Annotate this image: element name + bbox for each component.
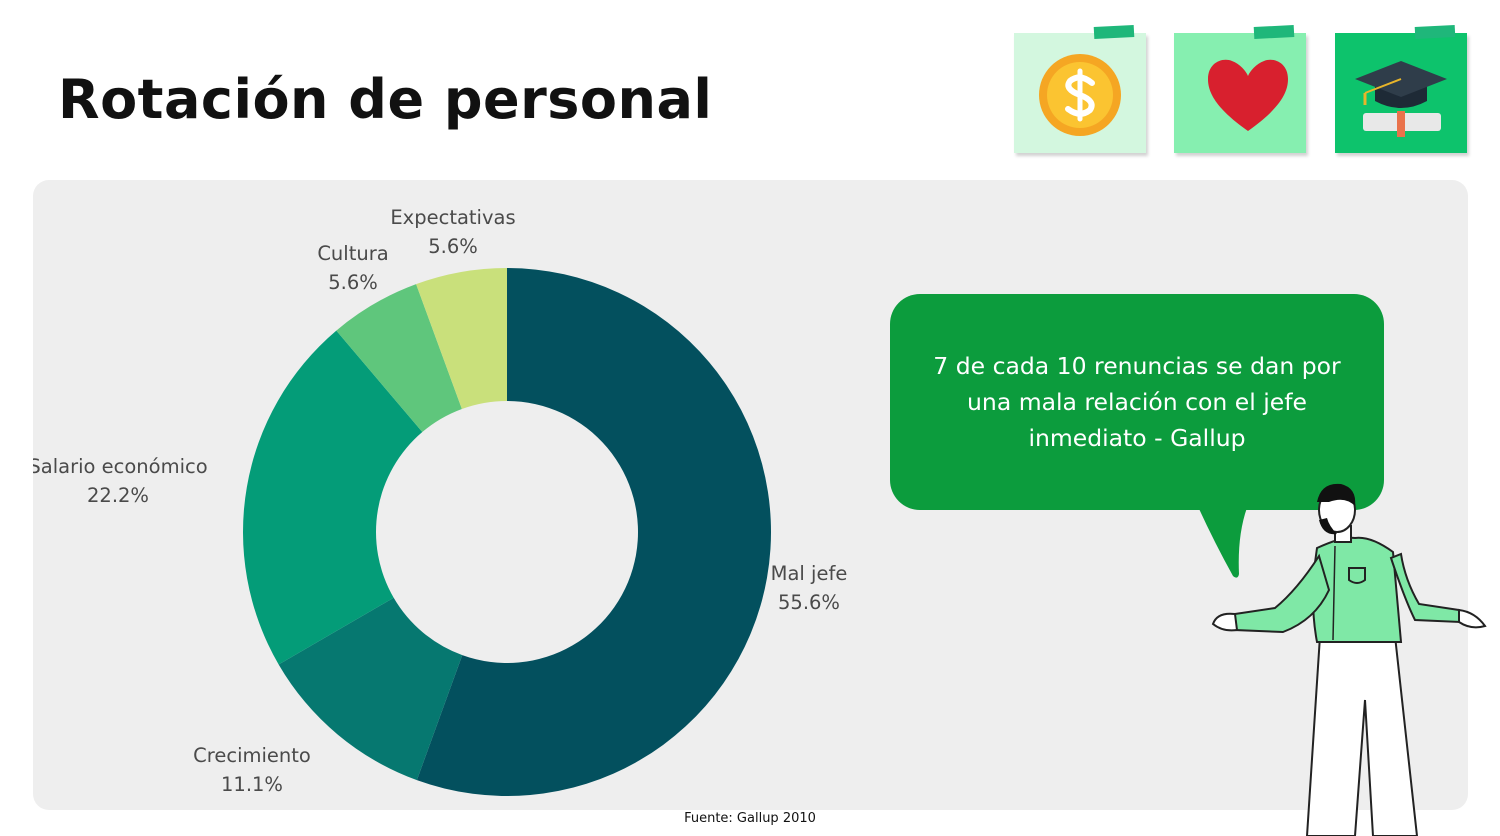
slice-label: Crecimiento	[193, 744, 311, 767]
slice-value-label: 5.6%	[428, 235, 478, 258]
heart-card	[1174, 24, 1306, 153]
slice-crecimiento	[278, 597, 463, 781]
education-card	[1335, 24, 1467, 153]
person-illustration	[1211, 483, 1487, 836]
slice-value-label: 22.2%	[87, 484, 149, 507]
donut-chart: Mal jefe 55.6% Crecimiento 11.1% Salario eco…	[33, 206, 848, 796]
dollar-coin-icon	[1039, 54, 1121, 136]
slice-label: Cultura	[317, 242, 388, 265]
speech-bubble-tail	[1195, 500, 1250, 578]
page-title: Rotación de personal	[58, 68, 713, 131]
slice-label: Expectativas	[390, 206, 515, 229]
slice-value-label: 55.6%	[778, 591, 840, 614]
slice-label: Mal jefe	[771, 562, 848, 585]
slice-label: Salario económico	[33, 455, 208, 478]
chart-panel: Mal jefe 55.6% Crecimiento 11.1% Salario eco…	[33, 180, 1468, 810]
callout-text: 7 de cada 10 renuncias se dan por una ma…	[933, 352, 1341, 452]
speech-bubble	[890, 294, 1384, 510]
slice-mal-jefe	[416, 268, 771, 796]
money-card	[1014, 24, 1146, 153]
slice-expectativas	[416, 268, 507, 410]
slice-salario-econ-mico	[242, 330, 423, 665]
slice-value-label: 5.6%	[328, 271, 378, 294]
slice-cultura	[336, 284, 462, 433]
slice-value-label: 11.1%	[221, 773, 283, 796]
graduation-cap-icon	[1355, 61, 1447, 137]
source-note: Fuente: Gallup 2010	[684, 811, 816, 826]
heart-icon	[1208, 59, 1288, 131]
